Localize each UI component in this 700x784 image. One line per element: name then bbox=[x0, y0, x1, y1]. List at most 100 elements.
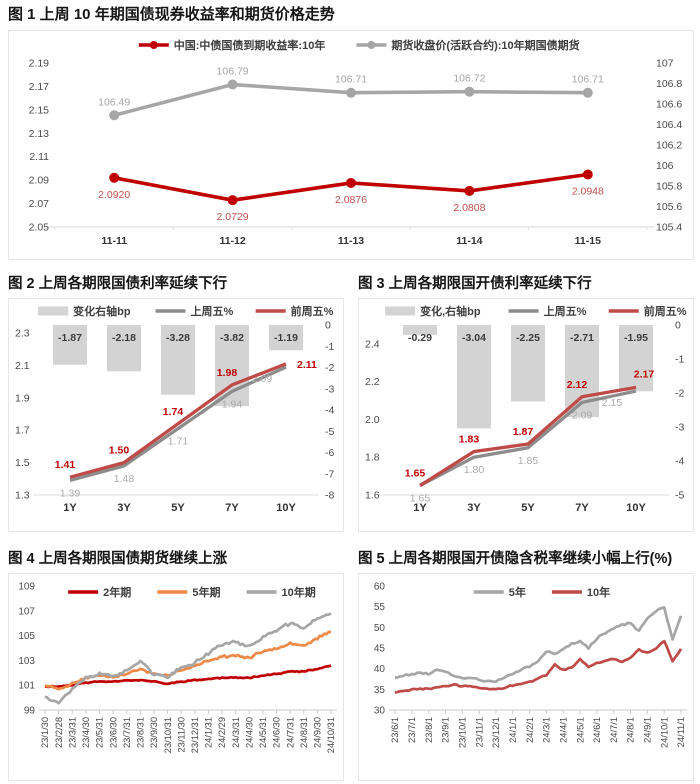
svg-text:2.15: 2.15 bbox=[602, 397, 623, 409]
svg-text:24/10/1: 24/10/1 bbox=[659, 717, 669, 748]
svg-text:上周五%: 上周五% bbox=[191, 304, 234, 318]
svg-text:2.0920: 2.0920 bbox=[98, 189, 130, 201]
svg-text:2.17: 2.17 bbox=[634, 368, 655, 380]
svg-text:-0.29: -0.29 bbox=[408, 332, 432, 344]
svg-text:2.11: 2.11 bbox=[297, 359, 317, 371]
svg-text:7Y: 7Y bbox=[225, 502, 239, 514]
svg-text:107: 107 bbox=[656, 58, 674, 70]
svg-text:5Y: 5Y bbox=[521, 502, 535, 514]
svg-text:50: 50 bbox=[374, 623, 386, 634]
svg-text:5年期: 5年期 bbox=[192, 585, 220, 599]
svg-text:-6: -6 bbox=[325, 447, 334, 459]
svg-text:-2.25: -2.25 bbox=[516, 332, 540, 344]
figure2-title: 图 2 上周各期限国债利率延续下行 bbox=[8, 276, 228, 292]
svg-text:-1: -1 bbox=[325, 341, 334, 353]
svg-text:1.8: 1.8 bbox=[365, 452, 380, 464]
svg-text:24/3/1: 24/3/1 bbox=[542, 717, 552, 743]
svg-text:2.2: 2.2 bbox=[365, 376, 380, 388]
svg-text:10年: 10年 bbox=[587, 585, 610, 599]
figure3-title: 图 3 上周各期限国开债利率延续下行 bbox=[358, 276, 592, 292]
svg-text:2.0948: 2.0948 bbox=[572, 186, 604, 198]
svg-text:1.6: 1.6 bbox=[365, 490, 380, 502]
svg-text:107: 107 bbox=[18, 606, 35, 617]
svg-text:-2.71: -2.71 bbox=[570, 332, 594, 344]
svg-text:2.0729: 2.0729 bbox=[217, 211, 249, 223]
svg-text:23/8/1: 23/8/1 bbox=[424, 717, 434, 743]
svg-text:1.98: 1.98 bbox=[217, 367, 238, 379]
svg-text:-3: -3 bbox=[675, 422, 684, 434]
svg-text:前周五%: 前周五% bbox=[291, 304, 334, 318]
svg-text:2.11: 2.11 bbox=[29, 151, 49, 163]
svg-text:2.4: 2.4 bbox=[365, 338, 380, 350]
svg-text:24/7/1: 24/7/1 bbox=[609, 717, 619, 743]
svg-text:106.49: 106.49 bbox=[98, 96, 130, 108]
svg-text:1Y: 1Y bbox=[413, 502, 427, 514]
svg-text:23/8/31: 23/8/31 bbox=[136, 717, 146, 748]
svg-text:-1.95: -1.95 bbox=[624, 332, 648, 344]
svg-text:23/10/31: 23/10/31 bbox=[163, 717, 173, 753]
svg-text:106.72: 106.72 bbox=[453, 73, 485, 85]
svg-text:106.6: 106.6 bbox=[656, 99, 682, 111]
figure4-title: 图 4 上周各期限国债期货继续上涨 bbox=[8, 551, 228, 567]
svg-text:60: 60 bbox=[374, 582, 386, 593]
svg-text:1.65: 1.65 bbox=[405, 468, 426, 480]
svg-text:23/9/30: 23/9/30 bbox=[149, 717, 159, 748]
svg-text:1.87: 1.87 bbox=[513, 426, 534, 438]
svg-text:1.71: 1.71 bbox=[168, 436, 189, 448]
svg-text:55: 55 bbox=[374, 602, 386, 613]
svg-text:2.17: 2.17 bbox=[29, 81, 50, 93]
svg-text:30: 30 bbox=[374, 706, 386, 717]
figure5-panel: 60 55 50 45 40 35 30 23/6/1 23/7/1 23/8/1 23/9/1 23… bbox=[358, 573, 694, 781]
svg-text:11-15: 11-15 bbox=[575, 235, 601, 247]
svg-text:2.13: 2.13 bbox=[29, 128, 50, 140]
svg-text:2.07: 2.07 bbox=[29, 198, 50, 210]
svg-text:1.85: 1.85 bbox=[518, 455, 539, 467]
svg-text:1.41: 1.41 bbox=[55, 459, 76, 471]
svg-text:0: 0 bbox=[675, 320, 681, 332]
svg-text:99: 99 bbox=[24, 706, 36, 717]
figure5-title: 图 5 上周各期限国开债隐含税率继续小幅上行(%) bbox=[358, 551, 673, 567]
svg-text:106.8: 106.8 bbox=[656, 78, 682, 90]
svg-text:2.19: 2.19 bbox=[29, 58, 50, 70]
svg-text:24/2/1: 24/2/1 bbox=[525, 717, 535, 743]
svg-text:11-14: 11-14 bbox=[456, 235, 482, 247]
svg-text:24/6/30: 24/6/30 bbox=[272, 717, 282, 748]
svg-text:2.0876: 2.0876 bbox=[335, 194, 367, 206]
svg-text:-3.82: -3.82 bbox=[220, 332, 244, 344]
svg-text:变化右轴bp: 变化右轴bp bbox=[73, 304, 131, 318]
svg-text:-5: -5 bbox=[675, 490, 684, 502]
svg-text:2.09: 2.09 bbox=[572, 409, 593, 421]
svg-text:2.12: 2.12 bbox=[567, 379, 588, 391]
svg-text:2.09: 2.09 bbox=[29, 175, 50, 187]
figure2-panel: 2.3 2.1 1.9 1.7 1.5 1.3 0 -1 -2 -3 -4 -5 -6 -7 -8 -1.87… bbox=[8, 298, 344, 532]
svg-text:上周五%: 上周五% bbox=[544, 304, 587, 318]
svg-text:变化,右轴bp: 变化,右轴bp bbox=[420, 304, 481, 318]
svg-text:23/12/31: 23/12/31 bbox=[190, 717, 200, 753]
svg-text:2.0: 2.0 bbox=[365, 414, 380, 426]
figure3-chart: 2.4 2.2 2.0 1.8 1.6 0 -1 -2 -3 -4 -5 -0.29 -3.04 -2.2… bbox=[365, 304, 687, 514]
svg-text:-3.28: -3.28 bbox=[166, 332, 190, 344]
svg-text:23/11/30: 23/11/30 bbox=[176, 717, 186, 753]
svg-text:24/5/1: 24/5/1 bbox=[575, 717, 585, 743]
svg-text:1.3: 1.3 bbox=[15, 490, 30, 502]
svg-text:-5: -5 bbox=[325, 426, 334, 438]
svg-text:24/8/1: 24/8/1 bbox=[626, 717, 636, 743]
svg-text:-2: -2 bbox=[675, 388, 684, 400]
figure1-chart: 2.19 2.17 2.15 2.13 2.11 2.09 2.07 2.05 107 106.8… bbox=[29, 38, 683, 247]
figure4-panel: 109 107 105 103 101 99 23/1/30 23/2/28 23/3/31 23… bbox=[8, 573, 344, 781]
svg-text:23/3/31: 23/3/31 bbox=[67, 717, 77, 748]
svg-text:10年期: 10年期 bbox=[282, 585, 316, 599]
svg-text:23/10/1: 23/10/1 bbox=[457, 717, 467, 748]
figure4-chart: 109 107 105 103 101 99 23/1/30 23/2/28 23/3/31 23… bbox=[18, 582, 337, 753]
svg-text:-4: -4 bbox=[325, 405, 334, 417]
svg-text:23/4/30: 23/4/30 bbox=[81, 717, 91, 748]
figure1-title: 图 1 上周 10 年期国债现券收益率和期货价格走势 bbox=[8, 6, 335, 23]
svg-text:23/6/30: 23/6/30 bbox=[108, 717, 118, 748]
svg-text:-2: -2 bbox=[325, 362, 334, 374]
svg-text:0: 0 bbox=[325, 320, 331, 332]
svg-text:7Y: 7Y bbox=[575, 502, 589, 514]
svg-text:2.15: 2.15 bbox=[29, 104, 50, 116]
svg-text:24/9/1: 24/9/1 bbox=[643, 717, 653, 743]
svg-text:-1: -1 bbox=[675, 354, 684, 366]
